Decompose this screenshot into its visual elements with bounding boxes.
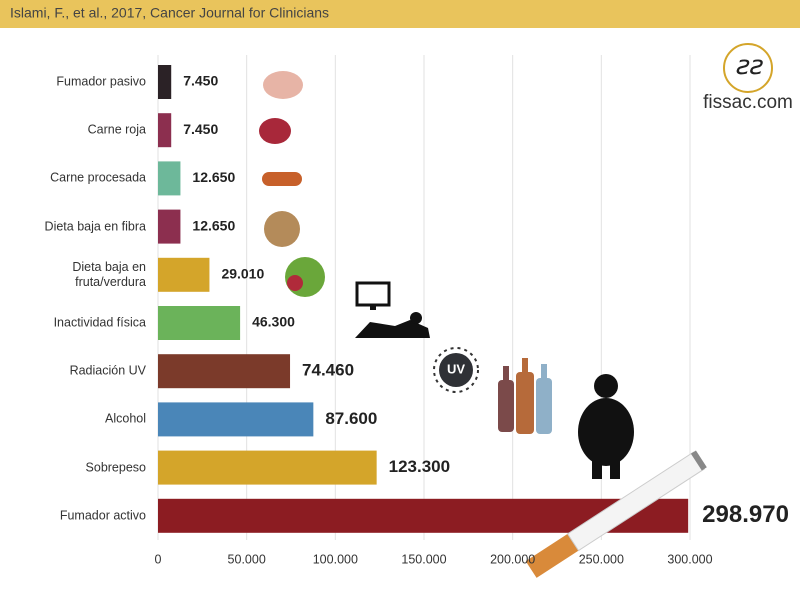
x-tick-label: 300.000	[667, 552, 712, 566]
cigarette-icon	[525, 450, 707, 578]
bar	[158, 257, 210, 292]
bar	[158, 65, 172, 99]
category-label: Fumador activo	[59, 508, 146, 523]
logo-icon: ꙅꙅ	[723, 43, 773, 93]
svg-text:ꙅꙅ: ꙅꙅ	[734, 50, 764, 80]
x-tick-label: 0	[155, 552, 162, 566]
source-banner	[0, 0, 800, 28]
value-label: 12.650	[192, 217, 235, 233]
uv-label: UV	[447, 361, 465, 376]
category-label: Dieta baja en fibra	[44, 219, 146, 234]
category-label: Inactividad física	[53, 315, 146, 330]
value-label: 123.300	[389, 457, 450, 476]
value-label: 7.450	[183, 73, 218, 89]
bar	[158, 113, 172, 148]
x-tick-label: 200.000	[490, 552, 535, 566]
x-tick-label: 100.000	[313, 552, 358, 566]
bar	[158, 306, 241, 340]
category-label: Fumador pasivo	[56, 74, 146, 89]
bar	[158, 402, 314, 437]
uv-icon	[433, 347, 479, 393]
value-label: 46.300	[252, 314, 295, 330]
food-icons	[259, 71, 325, 297]
value-label: 29.010	[221, 266, 264, 282]
category-label: Carne procesada	[50, 170, 146, 185]
bar	[158, 209, 181, 244]
value-label: 87.600	[325, 409, 377, 428]
category-label: Sobrepeso	[85, 460, 146, 475]
bar	[158, 161, 181, 196]
x-tick-label: 50.000	[228, 552, 266, 566]
bar	[158, 450, 377, 485]
bottles-icon	[498, 358, 552, 434]
value-label: 298.970	[702, 501, 789, 528]
x-tick-label: 250.000	[579, 552, 624, 566]
category-label: Radiación UV	[69, 363, 146, 378]
category-label: Dieta baja en fruta/verdura	[72, 259, 146, 289]
value-label: 7.450	[183, 121, 218, 137]
value-label: 74.460	[302, 361, 354, 380]
source: Islami, F., et al., 2017, Cancer Journal…	[10, 5, 329, 21]
bar	[158, 354, 291, 389]
value-label: 12.650	[192, 169, 235, 185]
person-icon	[578, 374, 634, 479]
logo-text: fissac.com	[703, 92, 793, 113]
category-label: Alcohol	[105, 411, 146, 426]
category-label: Carne roja	[87, 122, 146, 137]
x-tick-label: 150.000	[401, 552, 446, 566]
tv-icon	[355, 281, 430, 338]
